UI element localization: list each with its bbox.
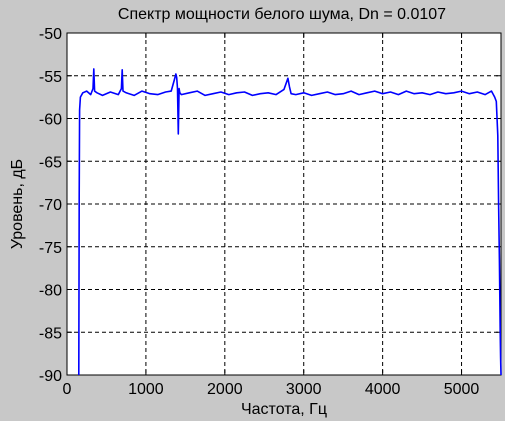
y-tick-label: -85: [39, 325, 62, 342]
x-tick-label: 2000: [207, 381, 243, 398]
x-tick-label: 1000: [128, 381, 164, 398]
y-tick-label: -90: [39, 368, 62, 385]
y-axis-label: Уровень, дБ: [9, 159, 26, 249]
series-layer: [78, 68, 502, 376]
x-axis-label: Частота, Гц: [241, 401, 327, 418]
y-tick-label: -65: [39, 154, 62, 171]
x-tick-label: 4000: [365, 381, 401, 398]
y-tick-label: -80: [39, 283, 62, 300]
y-tick-label: -55: [39, 69, 62, 86]
spectrum-line: [78, 68, 502, 376]
y-tick-label: -70: [39, 197, 62, 214]
y-tick-label: -60: [39, 112, 62, 129]
y-axis-ticks: -90 -85 -80 -75 -70 -65 -60 -55 -50: [39, 26, 501, 385]
grid-lines: [67, 33, 501, 375]
y-tick-label: -50: [39, 26, 62, 43]
y-tick-label: -75: [39, 240, 62, 257]
x-tick-label: 3000: [286, 381, 322, 398]
x-tick-label: 5000: [444, 381, 480, 398]
x-tick-label: 0: [63, 381, 72, 398]
x-axis-ticks: 0 1000 2000 3000 4000 5000: [63, 33, 480, 398]
chart-title: Спектр мощности белого шума, Dn = 0.0107: [118, 6, 446, 23]
